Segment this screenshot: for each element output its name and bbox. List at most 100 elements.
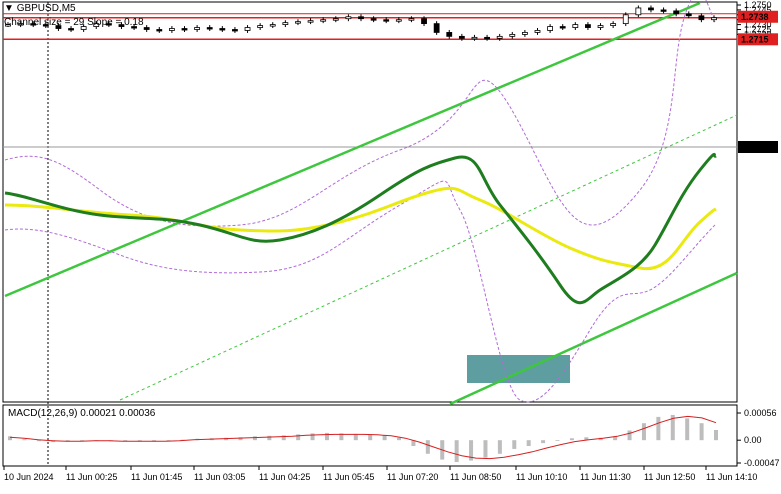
candle-body — [711, 17, 717, 21]
time-tick-label: 11 Jun 10:10 — [516, 472, 567, 482]
macd-tick-label: 0.00 — [744, 435, 762, 445]
candle-body — [206, 27, 213, 30]
macd-histogram-bar — [397, 437, 402, 441]
candle-body — [219, 28, 226, 31]
macd-histogram-bar — [714, 429, 718, 441]
macd-histogram-bar — [613, 436, 618, 441]
candle-body — [433, 23, 440, 33]
candle-body — [307, 20, 314, 23]
price-tick-label: 1.2750 — [744, 0, 772, 10]
macd-histogram-bar — [238, 437, 243, 441]
support-price-tag-text: 1.2715 — [741, 34, 769, 44]
channel-mid-line — [119, 114, 738, 401]
macd-histogram-bar — [296, 434, 301, 441]
candle-body — [269, 24, 276, 27]
macd-histogram-bar — [656, 416, 661, 441]
candle-body — [131, 26, 137, 29]
envelope-lower — [4, 180, 716, 403]
candle-body — [358, 16, 364, 20]
candle-body — [660, 9, 667, 12]
candle-body — [282, 22, 289, 25]
candle-body — [156, 29, 163, 32]
candle-body — [685, 13, 692, 17]
time-tick-label: 11 Jun 05:45 — [323, 472, 374, 482]
time-tick-label: 10 Jun 2024 — [4, 472, 54, 482]
macd-histogram-bar — [353, 433, 358, 441]
macd-histogram-bar — [8, 436, 12, 441]
candle-body — [345, 16, 352, 20]
support-price-tag-box — [738, 33, 778, 46]
macd-histogram-bar — [425, 440, 430, 454]
candle-body — [622, 14, 629, 25]
macd-histogram-bar — [627, 430, 632, 441]
candle-body — [572, 24, 579, 28]
macd-histogram-bar — [670, 414, 675, 441]
candle-body — [648, 7, 654, 11]
macd-histogram-bar — [685, 418, 690, 441]
candle-body — [143, 27, 150, 30]
candle-body — [547, 26, 554, 31]
macd-histogram-bar — [252, 436, 257, 441]
channel-info: Channel size = 29 Slope = 0.18 — [4, 17, 144, 28]
candle-body — [93, 23, 100, 27]
candle-body — [42, 24, 49, 27]
macd-indicator-label: MACD(12,26,9) 0.00021 0.00036 — [8, 408, 156, 419]
candle-body — [421, 18, 427, 25]
macd-histogram-bar — [382, 435, 387, 441]
time-tick-label: 11 Jun 04:25 — [259, 472, 310, 482]
resistance-price-tag-text: 1.2738 — [741, 12, 769, 22]
macd-tick-label: -0.00047 — [744, 458, 780, 468]
candle-body — [635, 7, 642, 16]
macd-signal-line — [9, 415, 717, 460]
macd-histogram-bar — [598, 437, 603, 441]
macd-histogram-bar — [22, 439, 27, 441]
candle-body — [80, 26, 87, 30]
macd-tick-label: 0.00056 — [744, 408, 777, 418]
macd-histogram-bar — [267, 435, 272, 441]
candle-body — [585, 24, 591, 28]
time-tick-label: 11 Jun 08:50 — [450, 472, 501, 482]
candle-body — [257, 25, 264, 28]
support-zone-box — [467, 355, 570, 383]
macd-histogram-bar — [80, 440, 85, 441]
candle-body — [332, 18, 339, 21]
current-price-tag-text: 1.2736 — [741, 142, 769, 152]
candle-body — [458, 35, 465, 39]
symbol-label: ▼ GBPUSD,M5 — [4, 3, 76, 14]
candle-body — [597, 25, 604, 28]
macd-histogram-bar — [526, 440, 531, 447]
candle-body — [370, 18, 377, 21]
candle-body — [610, 23, 617, 26]
time-tick-label: 11 Jun 03:05 — [194, 472, 245, 482]
time-tick-label: 11 Jun 11:30 — [580, 472, 631, 482]
dropdown-triangle-icon[interactable]: ▼ — [4, 3, 14, 14]
candle-body — [698, 15, 705, 21]
candle-body — [55, 25, 62, 29]
candle-body — [5, 24, 11, 27]
candle-body — [295, 21, 301, 24]
candle-body — [194, 27, 201, 30]
candle-body — [408, 18, 415, 21]
candle-body — [383, 19, 390, 22]
candle-body — [446, 32, 453, 37]
time-tick-label: 11 Jun 12:50 — [644, 472, 695, 482]
time-tick-label: 11 Jun 01:45 — [131, 472, 182, 482]
current-price-tag-box — [738, 141, 778, 153]
candle-body — [673, 10, 680, 15]
candle-body — [105, 23, 112, 26]
candle-body — [559, 26, 566, 29]
macd-histogram-bar — [339, 433, 344, 441]
candle-body — [118, 24, 125, 27]
candle-body — [471, 36, 478, 40]
channel-lower-line — [449, 271, 738, 406]
macd-histogram-bar — [483, 440, 488, 458]
macd-histogram-bar — [699, 423, 704, 441]
macd-histogram-bar — [411, 440, 416, 447]
macd-histogram-bar — [555, 440, 560, 441]
candle-body — [395, 19, 402, 22]
candle-body — [509, 34, 516, 37]
macd-histogram-bar — [541, 440, 546, 444]
time-tick-label: 11 Jun 07:20 — [387, 472, 438, 482]
